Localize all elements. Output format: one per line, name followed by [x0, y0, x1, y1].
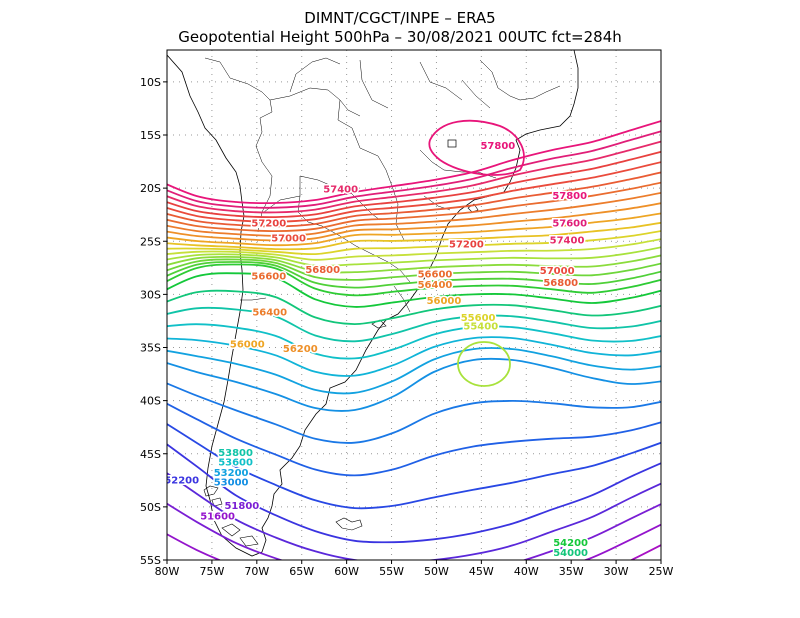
- contour-label: 56400: [252, 308, 287, 319]
- contour-56400: [167, 191, 661, 237]
- x-tick-label: 30W: [604, 565, 629, 578]
- contour-label: 55400: [463, 321, 498, 332]
- contour-label: 53000: [214, 478, 249, 489]
- contour-label: 56400: [418, 280, 453, 291]
- contour-52600: [167, 402, 661, 477]
- y-axis-ticks: 10S 15S 20S 25S 30S 35S 40S 45S 50S 55S: [140, 76, 167, 567]
- y-tick-label: 10S: [140, 76, 161, 89]
- x-tick-label: 60W: [334, 565, 359, 578]
- contour-label: 57000: [540, 266, 575, 277]
- y-tick-label: 55S: [140, 554, 161, 567]
- contour-label: 57600: [552, 218, 587, 229]
- contour-closed-57800: [428, 119, 525, 176]
- contour-label: 56000: [230, 340, 265, 351]
- contour-52400: [167, 422, 661, 510]
- contour-label: 51800: [224, 501, 259, 512]
- y-tick-label: 40S: [140, 395, 161, 408]
- x-tick-label: 70W: [244, 565, 269, 578]
- contour-label: 57200: [251, 218, 286, 229]
- contour-52800: [167, 382, 661, 444]
- y-tick-label: 25S: [140, 235, 161, 248]
- contour-label: 56600: [251, 272, 286, 283]
- contour-54600: [167, 261, 661, 289]
- x-tick-label: 75W: [199, 565, 224, 578]
- contour-label: 55600: [461, 313, 496, 324]
- contour-53800: [167, 306, 661, 343]
- contour-label: 56800: [543, 278, 578, 289]
- y-tick-label: 50S: [140, 501, 161, 514]
- y-tick-label: 35S: [140, 342, 161, 355]
- contour-57000: [167, 161, 661, 223]
- contour-53600: [167, 323, 661, 360]
- contour-56000: [167, 212, 661, 247]
- x-tick-label: 55W: [379, 565, 404, 578]
- y-tick-label: 15S: [140, 129, 161, 142]
- contour-label: 51600: [200, 512, 235, 523]
- x-tick-label: 35W: [559, 565, 584, 578]
- contour-55200: [167, 246, 661, 267]
- contour-labels: 57800 57800 57600 57400 57400 57200 57200 57000…: [164, 139, 590, 560]
- contour-56800: [167, 171, 661, 228]
- contour-54400: [167, 263, 661, 297]
- contour-lines: [167, 119, 661, 560]
- contour-label: 56200: [283, 344, 318, 355]
- x-tick-label: 45W: [469, 565, 494, 578]
- contour-55400: [167, 238, 661, 261]
- contour-label: 52200: [164, 476, 199, 487]
- plot-area: 57800 57800 57600 57400 57400 57200 57200 57000…: [164, 50, 661, 560]
- contour-label: 57800: [552, 191, 587, 202]
- x-axis-ticks: 80W 75W 70W 65W 60W 55W 50W 45W 40W 35W 30W 25W: [155, 560, 674, 578]
- contour-51800: [167, 502, 661, 560]
- contour-57800: [167, 120, 661, 205]
- contour-54800: [167, 258, 661, 281]
- contour-label: 56800: [305, 265, 340, 276]
- contour-56600: [167, 181, 661, 233]
- contour-57600: [167, 130, 661, 209]
- contour-label: 54000: [553, 548, 588, 559]
- contour-51600: [167, 523, 661, 560]
- plot-frame: [166, 49, 662, 561]
- y-tick-label: 45S: [140, 448, 161, 461]
- contour-53200: [167, 347, 661, 395]
- x-tick-label: 25W: [649, 565, 674, 578]
- y-tick-label: 30S: [140, 288, 161, 301]
- contour-56200: [167, 202, 661, 242]
- contour-55600: [167, 230, 661, 256]
- contour-57200: [167, 150, 661, 219]
- contour-label: 53200: [214, 468, 249, 479]
- contour-label: 57400: [550, 235, 585, 246]
- contour-53000: [167, 357, 661, 412]
- x-tick-label: 40W: [514, 565, 539, 578]
- x-tick-label: 50W: [424, 565, 449, 578]
- contour-label: 57200: [449, 240, 484, 251]
- contour-label: 57400: [323, 184, 358, 195]
- contour-label: 53600: [218, 457, 253, 468]
- x-tick-label: 65W: [289, 565, 314, 578]
- title-line-2: Geopotential Height 500hPa – 30/08/2021 …: [178, 28, 622, 46]
- contour-57400: [167, 140, 661, 214]
- contour-51400: [629, 544, 661, 560]
- contour-55000: [167, 254, 661, 274]
- title-line-1: DIMNT/CGCT/INPE – ERA5: [304, 9, 495, 27]
- contour-53400: [167, 336, 661, 377]
- contour-54200: [167, 272, 661, 308]
- contour-label: 54200: [553, 538, 588, 549]
- x-tick-label: 80W: [155, 565, 180, 578]
- y-tick-label: 20S: [140, 182, 161, 195]
- contour-label: 57800: [480, 141, 515, 152]
- contour-54000: [167, 289, 661, 326]
- contour-label: 53800: [218, 448, 253, 459]
- contour-label: 56000: [427, 296, 462, 307]
- contour-label: 57000: [271, 233, 306, 244]
- contour-closed-high: [457, 341, 511, 387]
- contour-label: 56600: [418, 269, 453, 280]
- contour-52000: [167, 472, 661, 560]
- contour-55800: [167, 221, 661, 251]
- highlight-box-marker: [447, 139, 457, 148]
- contour-52200: [167, 443, 661, 544]
